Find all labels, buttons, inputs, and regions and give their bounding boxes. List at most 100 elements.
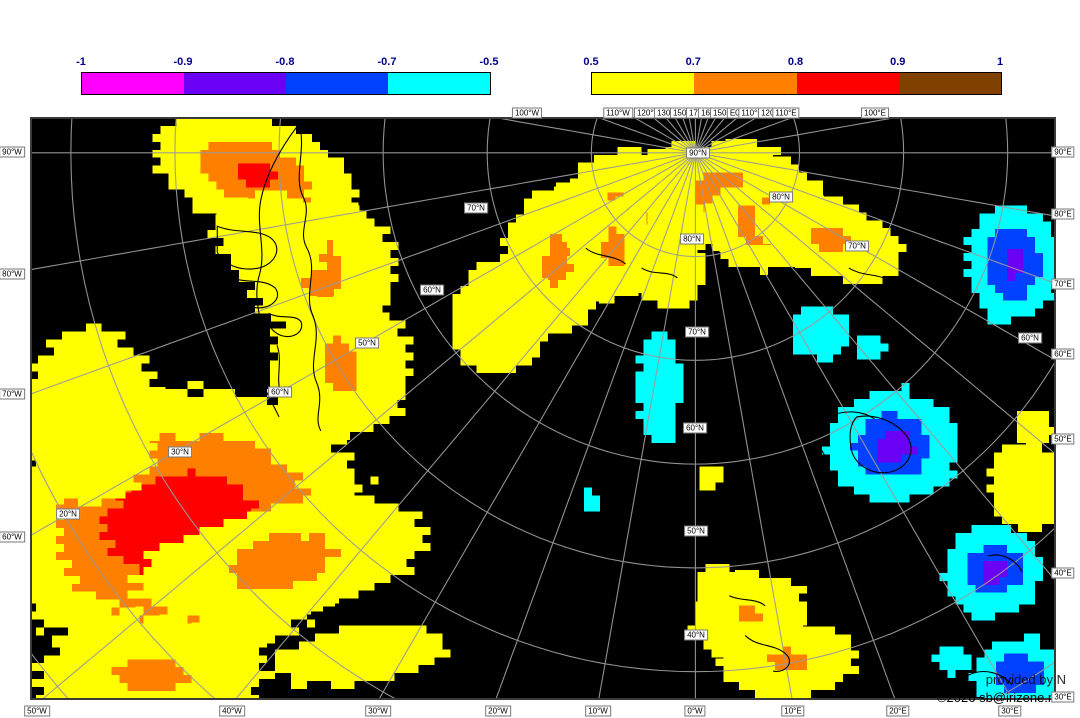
coastline-island-a (216, 225, 278, 270)
meridian-0 (694, 152, 793, 698)
right-lon-label-6: 30°E (1051, 691, 1075, 703)
graticule-label-7: 60°N (420, 284, 444, 296)
coastline-island-c (267, 312, 303, 338)
graticule-label-11: 50°N (684, 525, 708, 537)
coastline-europe-n (729, 595, 766, 607)
patch-cool-white-sea (793, 306, 849, 363)
patch-tiny-a (699, 466, 724, 491)
coastline-greenland-east (298, 123, 322, 432)
coastline-finland (818, 446, 828, 491)
graticule-label-5: 70°N (685, 326, 709, 338)
bottom-lon-label-2: 30°W (365, 705, 391, 717)
patch-cool-small (931, 646, 972, 679)
bottom-lon-label-4: 10°W (585, 705, 611, 717)
map-canvas (32, 119, 1054, 698)
top-lon-label-12: 100°E (861, 107, 889, 119)
patch-west-atlantic (32, 323, 166, 507)
graticule-label-12: 40°N (684, 629, 708, 641)
bottom-lon-label-3: 20°W (485, 705, 511, 717)
meridian--70 (32, 152, 696, 536)
left-lon-label-1: 80°W (0, 268, 25, 280)
graticule-label-8: 60°N (268, 386, 292, 398)
neg-colorbar-tick-4: -0.5 (479, 56, 499, 68)
right-lon-label-2: 70°E (1051, 278, 1075, 290)
meridian--60 (42, 152, 696, 698)
graticule-label-6: 60°N (1018, 332, 1042, 344)
bottom-lon-label-6: 10°E (781, 705, 805, 717)
coastline-caspian-n (988, 554, 1023, 573)
meridian--80 (32, 152, 696, 395)
meridian--50 (235, 152, 696, 698)
pos-colorbar-segment-1 (694, 73, 797, 94)
meridian--30 (495, 152, 696, 698)
coastline-greenland-west (256, 123, 300, 418)
graticule-label-9: 60°N (683, 422, 707, 434)
coastline-island-b (230, 277, 279, 309)
correlation-map[interactable]: 90°N 80°N 80°N 70°N 70°N 70°N 60°N 60°N 60°N 60°N… (30, 117, 1056, 700)
bottom-lon-label-7: 20°E (886, 705, 910, 717)
graticule-label-3: 70°N (845, 240, 869, 252)
bottom-lon-label-8: 30°E (998, 705, 1022, 717)
patch-tiny-cool (583, 487, 600, 512)
positive-colorbar-ticks: 0.5 0.7 0.8 0.9 1 (583, 56, 1004, 70)
graticule-label-14: 20°N (56, 508, 80, 520)
top-lon-label-0: 100°W (511, 107, 543, 119)
patch-baffin (207, 190, 327, 286)
right-lon-label-4: 50°E (1051, 433, 1075, 445)
left-lon-label-0: 90°W (0, 146, 25, 158)
pos-colorbar-segment-3 (898, 73, 1001, 94)
graticule-label-0: 90°N (686, 147, 710, 159)
positive-correlation-colorbar (591, 72, 1002, 95)
top-lon-label-1: 110°W (603, 107, 633, 119)
pos-colorbar-tick-0: 0.5 (583, 56, 599, 68)
patch-cool-caspian (939, 525, 1044, 621)
patch-europe-south (715, 618, 859, 698)
negative-colorbar-ticks: -1 -0.9 -0.8 -0.7 -0.5 (76, 56, 498, 70)
graticule-label-2: 80°N (680, 233, 704, 245)
pos-colorbar-segment-2 (796, 73, 899, 94)
graticule-label-10: 50°N (355, 337, 379, 349)
coastline-baltic-ring (849, 415, 912, 474)
right-lon-label-3: 60°E (1051, 348, 1075, 360)
meridian-40 (695, 152, 1054, 454)
watermark-line1: provided by N (985, 672, 1066, 687)
neg-colorbar-tick-2: -0.8 (275, 56, 295, 68)
right-lon-label-0: 90°E (1051, 146, 1075, 158)
patch-cool-southeast (968, 633, 1054, 698)
left-lon-label-3: 60°W (0, 531, 25, 543)
right-lon-label-1: 80°E (1051, 208, 1075, 220)
coastline-fjl (641, 267, 678, 279)
neg-colorbar-tick-1: -0.9 (173, 56, 193, 68)
pos-colorbar-segment-0 (592, 73, 695, 94)
coastline-europe-s (744, 635, 790, 672)
meridian-20 (694, 152, 1012, 698)
neg-colorbar-segment-0 (82, 73, 184, 94)
graticule-label-13: 30°N (168, 446, 192, 458)
right-lon-label-5: 40°E (1051, 567, 1075, 579)
neg-colorbar-segment-3 (388, 73, 490, 94)
patch-franzjosef (625, 237, 706, 309)
watermark-line2: ©2026 sb@irizene.net (936, 690, 1066, 705)
meridian--110 (500, 119, 696, 154)
graticule-label-4: 70°N (464, 202, 488, 214)
bottom-lon-label-5: 0°W (684, 705, 706, 717)
pos-colorbar-tick-4: 1 (996, 56, 1004, 68)
neg-colorbar-segment-2 (286, 73, 388, 94)
coastline-blacksea (968, 671, 1013, 686)
meridian-30 (694, 152, 1054, 580)
bottom-lon-label-0: 50°W (24, 705, 50, 717)
patch-cool-norwegian (635, 331, 684, 443)
meridian--40 (379, 152, 696, 698)
patch-cool-northeast (963, 205, 1054, 325)
neg-colorbar-segment-1 (184, 73, 286, 94)
meridian-70 (695, 152, 1054, 217)
pos-colorbar-tick-2: 0.8 (787, 56, 804, 68)
bottom-lon-label-1: 40°W (219, 705, 245, 717)
meridian-50 (695, 152, 1054, 360)
meridian-10 (694, 152, 896, 698)
pos-colorbar-tick-1: 0.7 (685, 56, 701, 68)
pos-colorbar-tick-3: 0.9 (890, 56, 906, 68)
patch-urals-small (1017, 410, 1054, 443)
negative-correlation-colorbar (81, 72, 491, 95)
